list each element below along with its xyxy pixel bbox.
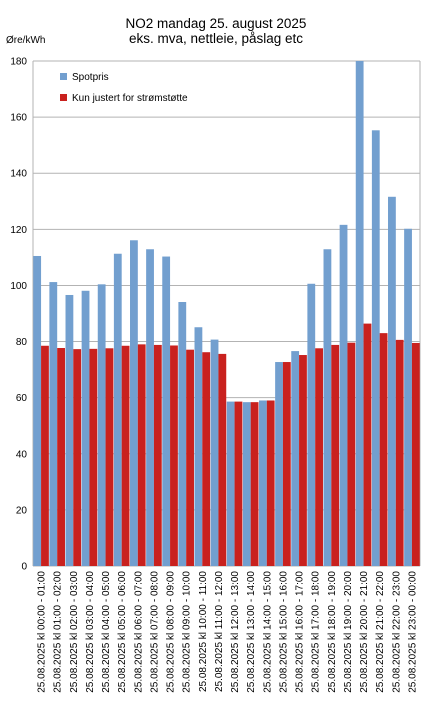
y-axis-label: Øre/kWh — [6, 35, 46, 46]
x-tick-label: 25.08.2025 kl 21:00 - 22:00 — [375, 571, 386, 693]
bar-stromstotte — [299, 355, 307, 566]
bar-stromstotte — [41, 345, 49, 566]
bar-stromstotte — [121, 345, 130, 566]
bar-spotpris — [33, 255, 42, 566]
bar-stromstotte — [363, 323, 372, 566]
y-tick-label: 180 — [10, 57, 27, 68]
bar-spotpris — [242, 402, 251, 566]
x-tick-label: 25.08.2025 kl 15:00 - 16:00 — [278, 571, 289, 693]
bar-stromstotte — [379, 333, 388, 566]
x-tick-label: 25.08.2025 kl 23:00 - 00:00 — [407, 571, 418, 693]
legend-swatch — [60, 94, 67, 101]
bar-stromstotte — [202, 352, 211, 566]
legend-swatch — [60, 73, 67, 80]
x-tick-label: 25.08.2025 kl 09:00 - 10:00 — [182, 571, 193, 693]
y-tick-label: 160 — [10, 113, 27, 124]
x-tick-label: 25.08.2025 kl 00:00 - 01:00 — [37, 571, 48, 693]
chart-title: NO2 mandag 25. august 2025 — [125, 16, 307, 31]
bar-stromstotte — [218, 353, 227, 566]
bar-spotpris — [275, 362, 283, 566]
y-tick-label: 100 — [10, 281, 27, 292]
x-tick-label: 25.08.2025 kl 17:00 - 18:00 — [311, 571, 322, 693]
bar-spotpris — [65, 294, 74, 566]
x-tick-label: 25.08.2025 kl 13:00 - 14:00 — [246, 571, 257, 693]
bar-spotpris — [371, 130, 380, 566]
bar-spotpris — [259, 400, 267, 566]
bar-stromstotte — [186, 349, 194, 566]
bar-stromstotte — [331, 344, 340, 566]
legend-label: Spotpris — [72, 72, 109, 83]
bar-stromstotte — [153, 344, 162, 566]
bar-stromstotte — [105, 348, 114, 566]
bar-spotpris — [355, 61, 364, 566]
bar-stromstotte — [170, 345, 178, 566]
y-tick-label: 0 — [21, 562, 27, 573]
x-tick-label: 25.08.2025 kl 14:00 - 15:00 — [262, 571, 273, 693]
bar-spotpris — [404, 228, 412, 566]
x-tick-label: 25.08.2025 kl 04:00 - 05:00 — [101, 571, 112, 693]
bar-stromstotte — [266, 400, 275, 566]
y-tick-label: 60 — [16, 393, 28, 404]
bar-stromstotte — [395, 339, 404, 566]
y-tick-label: 80 — [16, 337, 28, 348]
x-tick-label: 25.08.2025 kl 22:00 - 23:00 — [391, 571, 402, 693]
x-tick-label: 25.08.2025 kl 12:00 - 13:00 — [230, 571, 241, 693]
bar-stromstotte — [250, 402, 259, 566]
y-tick-label: 40 — [16, 449, 28, 460]
bar-stromstotte — [137, 344, 146, 566]
bar-spotpris — [97, 284, 106, 566]
bar-stromstotte — [89, 348, 98, 566]
bar-spotpris — [194, 327, 203, 566]
x-tick-label: 25.08.2025 kl 07:00 - 08:00 — [149, 571, 160, 693]
x-tick-label: 25.08.2025 kl 02:00 - 03:00 — [69, 571, 80, 693]
x-tick-label: 25.08.2025 kl 11:00 - 12:00 — [214, 571, 225, 692]
x-tick-label: 25.08.2025 kl 03:00 - 04:00 — [85, 571, 96, 693]
x-tick-label: 25.08.2025 kl 18:00 - 19:00 — [327, 571, 338, 693]
x-tick-label: 25.08.2025 kl 05:00 - 06:00 — [117, 571, 128, 693]
chart-subtitle: eks. mva, nettleie, påslag etc — [128, 31, 304, 46]
bar-spotpris — [291, 351, 300, 566]
y-tick-label: 140 — [10, 169, 27, 180]
bar-spotpris — [307, 283, 316, 566]
bar-spotpris — [130, 240, 138, 566]
y-tick-label: 20 — [16, 505, 28, 516]
y-tick-label: 120 — [10, 225, 27, 236]
bar-stromstotte — [234, 401, 243, 566]
x-tick-label: 25.08.2025 kl 20:00 - 21:00 — [359, 571, 370, 693]
bar-stromstotte — [411, 342, 420, 566]
x-tick-label: 25.08.2025 kl 08:00 - 09:00 — [166, 571, 177, 693]
bar-spotpris — [81, 290, 90, 566]
bar-spotpris — [146, 249, 154, 566]
x-tick-label: 25.08.2025 kl 16:00 - 17:00 — [295, 571, 306, 693]
bar-spotpris — [339, 224, 348, 566]
x-tick-label: 25.08.2025 kl 19:00 - 20:00 — [343, 571, 354, 693]
bar-stromstotte — [282, 362, 291, 566]
x-tick-label: 25.08.2025 kl 06:00 - 07:00 — [133, 571, 144, 693]
legend-label: Kun justert for strømstøtte — [72, 93, 188, 104]
bar-spotpris — [113, 253, 122, 566]
bar-stromstotte — [57, 348, 65, 566]
bar-spotpris — [226, 401, 235, 566]
bar-spotpris — [178, 301, 187, 566]
bar-stromstotte — [347, 342, 356, 566]
bar-spotpris — [323, 249, 332, 566]
bar-spotpris — [388, 196, 396, 567]
bar-spotpris — [162, 256, 171, 566]
bar-stromstotte — [73, 349, 82, 566]
bar-spotpris — [210, 339, 219, 566]
x-tick-label: 25.08.2025 kl 01:00 - 02:00 — [53, 571, 64, 693]
bar-stromstotte — [315, 348, 323, 566]
bar-spotpris — [49, 282, 58, 566]
x-tick-label: 25.08.2025 kl 10:00 - 11:00 — [198, 571, 209, 692]
